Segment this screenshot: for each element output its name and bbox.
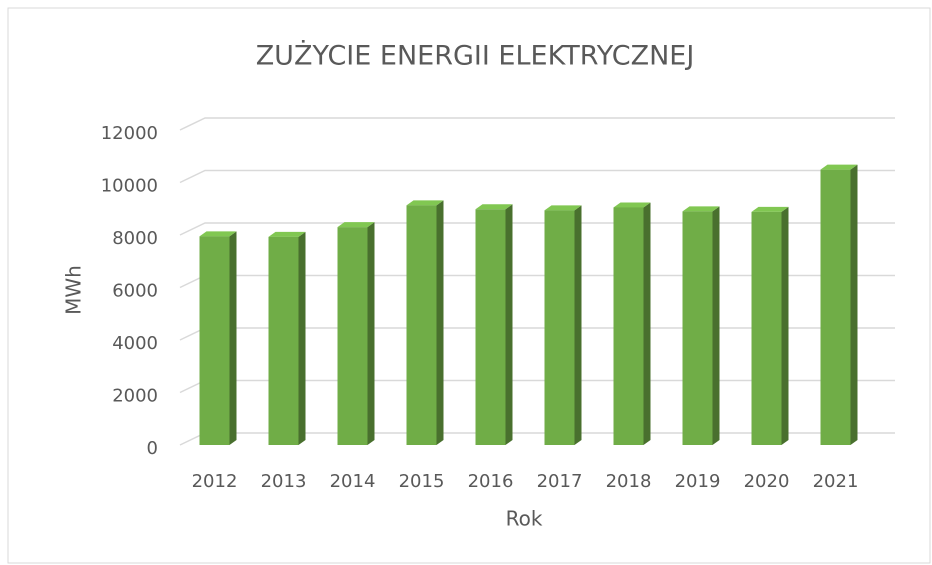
bar <box>475 209 506 445</box>
y-tick-label: 6000 <box>112 281 158 302</box>
bar <box>268 236 299 445</box>
bar <box>613 207 644 445</box>
bar-top <box>475 204 513 210</box>
y-tick-label: 10000 <box>101 176 158 197</box>
y-tick-label: 12000 <box>101 123 158 144</box>
bar <box>682 211 713 445</box>
y-tick-label: 4000 <box>112 333 158 354</box>
bar-top <box>751 206 789 212</box>
bar-side <box>505 204 513 445</box>
x-tick-label: 2014 <box>330 471 376 492</box>
x-tick-label: 2018 <box>606 471 652 492</box>
bar <box>751 211 782 445</box>
bar-top <box>268 231 306 237</box>
x-tick-label: 2015 <box>399 471 445 492</box>
bar-top <box>820 164 858 170</box>
bar <box>820 169 851 445</box>
bar-top <box>406 200 444 206</box>
bar <box>544 210 575 445</box>
grid-line <box>179 117 895 131</box>
x-tick-label: 2017 <box>537 471 583 492</box>
bar <box>199 236 230 445</box>
bar-side <box>229 231 237 445</box>
bar <box>406 205 437 445</box>
bar-side <box>574 205 582 445</box>
x-tick-label: 2012 <box>192 471 238 492</box>
y-tick-label: 8000 <box>112 228 158 249</box>
x-tick-label: 2021 <box>813 471 859 492</box>
bar-side <box>850 164 858 445</box>
bar-top <box>682 206 720 212</box>
bar <box>337 227 368 445</box>
y-tick-label: 0 <box>147 438 158 459</box>
x-axis-label: Rok <box>506 507 543 531</box>
bar-top <box>544 205 582 211</box>
x-tick-label: 2020 <box>744 471 790 492</box>
bar-top <box>199 231 237 237</box>
chart-title: ZUŻYCIE ENERGII ELEKTRYCZNEJ <box>256 40 695 72</box>
bar-side <box>367 222 375 445</box>
x-tick-label: 2013 <box>261 471 307 492</box>
bar-top <box>337 222 375 228</box>
bar-side <box>643 202 651 445</box>
bar-side <box>298 231 306 445</box>
bar-side <box>436 200 444 445</box>
x-tick-label: 2019 <box>675 471 721 492</box>
y-axis-label: MWh <box>62 265 86 315</box>
grid-line <box>179 222 895 236</box>
y-tick-label: 2000 <box>112 386 158 407</box>
bar-top <box>613 202 651 208</box>
bar-side <box>712 206 720 445</box>
grid-line <box>179 169 895 184</box>
bar-side <box>781 206 789 445</box>
x-tick-label: 2016 <box>468 471 514 492</box>
